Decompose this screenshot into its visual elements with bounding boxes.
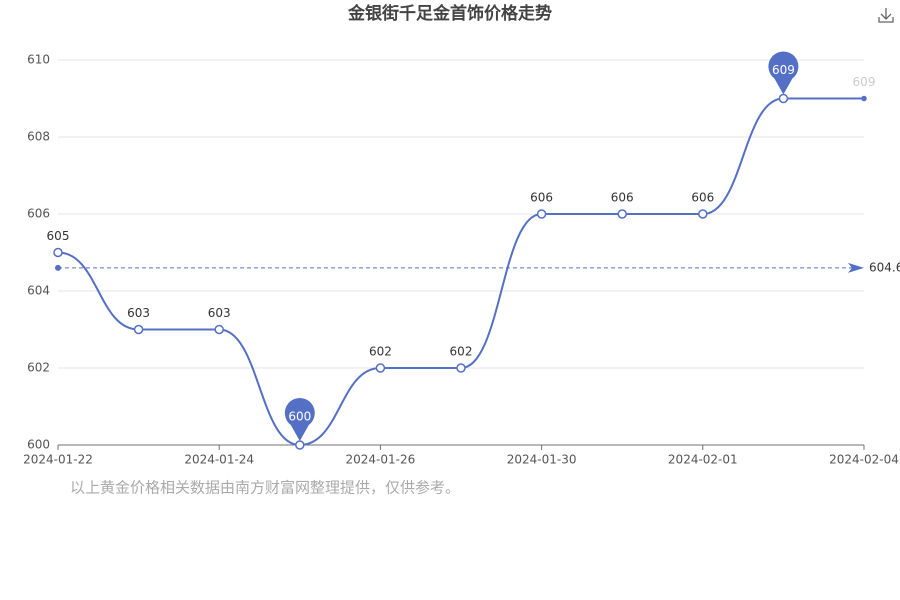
line-series [57, 97, 864, 447]
download-button[interactable] [878, 8, 894, 23]
y-tick-label: 606 [27, 207, 50, 221]
y-tick-label: 602 [27, 361, 50, 375]
data-point [617, 209, 627, 219]
data-point [53, 247, 63, 258]
data-label: 602 [450, 345, 473, 359]
x-tick-label: 2024-02-04 [829, 453, 899, 467]
data-label: 603 [208, 306, 231, 320]
data-label: 605 [47, 229, 70, 243]
data-point [456, 363, 466, 373]
pin-shape [768, 51, 799, 95]
pin-label: 600 [288, 410, 311, 424]
data-label: 606 [530, 191, 553, 205]
data-point [778, 93, 789, 104]
data-point [295, 440, 305, 450]
x-tick-label: 2024-01-24 [184, 453, 254, 467]
data-label: 602 [369, 345, 392, 359]
y-tick-label: 604 [27, 284, 50, 298]
marker-pin: 600 [284, 398, 315, 441]
data-label: 606 [691, 191, 714, 205]
pin-label: 609 [772, 63, 795, 77]
y-tick-label: 610 [27, 53, 50, 67]
data-label: 606 [611, 191, 634, 205]
x-tick-label: 2024-02-01 [668, 453, 738, 467]
data-point [698, 209, 708, 219]
data-point [536, 209, 547, 219]
average-label: 604.6 [869, 260, 900, 274]
y-tick-label: 600 [27, 438, 50, 452]
average-arrow [848, 262, 864, 273]
data-label: 603 [127, 306, 150, 320]
y-tick-label: 608 [27, 130, 50, 144]
data-point [375, 363, 386, 373]
footnote: 以上黄金价格相关数据由南方财富网整理提供，仅供参考。 [70, 479, 460, 497]
x-tick-label: 2024-01-22 [23, 453, 93, 467]
pin-shape [284, 398, 315, 441]
data-point [214, 324, 224, 335]
chart-title: 金银街千足金首饰价格走势 [347, 3, 552, 24]
data-label: 609 [853, 75, 876, 89]
x-tick-label: 2024-01-26 [346, 453, 416, 467]
marker-pin: 609 [768, 51, 799, 95]
data-point [861, 95, 867, 102]
x-tick-label: 2024-01-30 [507, 453, 577, 467]
data-point [133, 324, 144, 335]
